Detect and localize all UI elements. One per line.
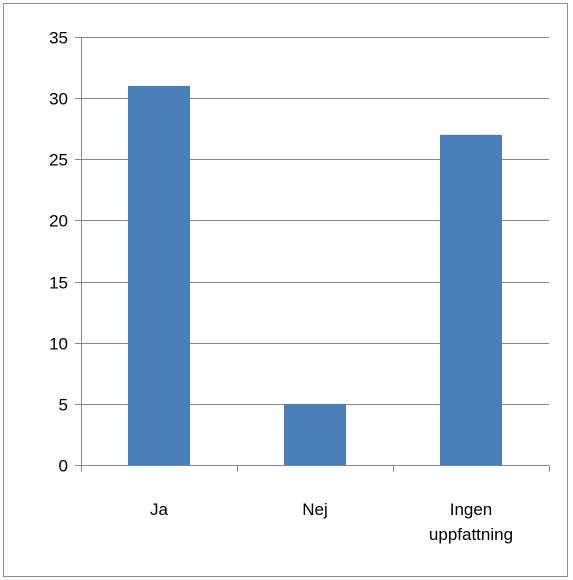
bar-nej (284, 403, 346, 465)
chart-frame: 0 5 10 15 20 25 30 35 Ja Nej Ingen uppfattning (3, 3, 568, 577)
x-tick-label: Nej (302, 500, 328, 519)
y-tick-label: 25 (49, 151, 68, 170)
y-tick-label: 10 (49, 335, 68, 354)
y-tick-label: 0 (59, 457, 68, 476)
y-tick-label: 30 (49, 90, 68, 109)
x-tick-labels: Ja Nej Ingen uppfattning (150, 500, 513, 544)
y-tick-label: 15 (49, 274, 68, 293)
y-tick-label: 20 (49, 212, 68, 231)
bar-ingen-uppfattning (440, 134, 502, 466)
x-tick-label: uppfattning (429, 525, 513, 544)
y-tick-label: 35 (49, 29, 68, 48)
y-tick-label: 5 (59, 396, 68, 415)
x-tick-label: Ingen (450, 500, 493, 519)
x-tick-label: Ja (150, 500, 169, 519)
bar-ja (128, 85, 190, 466)
bars (128, 85, 502, 466)
y-tick-labels: 0 5 10 15 20 25 30 35 (49, 29, 68, 476)
axes (75, 37, 550, 472)
bar-chart: 0 5 10 15 20 25 30 35 Ja Nej Ingen uppfattning (49, 29, 550, 544)
